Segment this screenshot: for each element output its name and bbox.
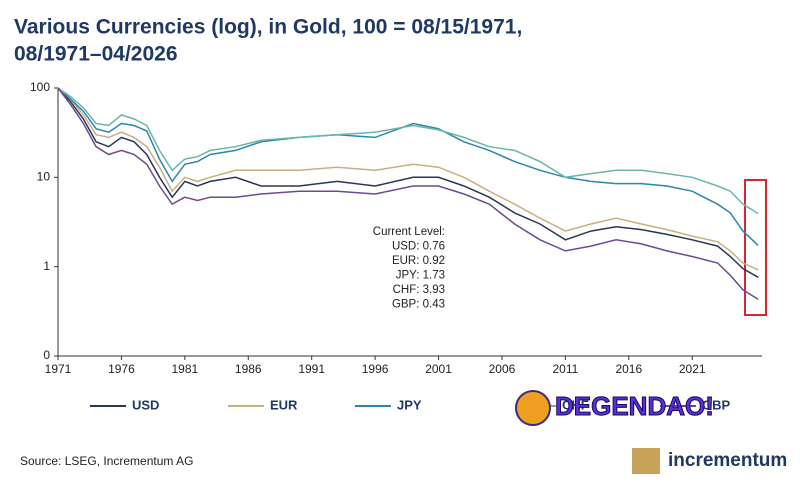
x-tick-label: 2001 — [425, 362, 452, 376]
series-line — [57, 87, 759, 215]
legend-label: EUR — [270, 397, 298, 412]
legend-label: JPY — [397, 397, 422, 412]
annotation: JPY: 1.73 — [396, 270, 445, 282]
annotation: Current Level: — [373, 226, 445, 238]
x-tick-label: 1971 — [45, 362, 72, 376]
x-tick-label: 2021 — [679, 362, 706, 376]
x-tick-label: 2016 — [615, 362, 642, 376]
y-tick-label: 10 — [37, 170, 51, 184]
annotation: CHF: 3.93 — [393, 284, 445, 296]
x-tick-label: 2006 — [489, 362, 516, 376]
x-tick-label: 1981 — [171, 362, 198, 376]
logo-text: incrementum — [668, 450, 787, 471]
y-tick-label: 1 — [43, 259, 50, 273]
source: Source: LSEG, Incrementum AG — [20, 454, 193, 468]
watermark: DEGENDAO! — [515, 390, 714, 426]
x-tick-label: 1976 — [108, 362, 135, 376]
watermark-icon — [515, 390, 551, 426]
chart-title: Various Currencies (log), in Gold, 100 =… — [14, 16, 522, 39]
x-tick-label: 1996 — [362, 362, 389, 376]
legend-item: EUR — [228, 397, 298, 412]
x-tick-label: 2011 — [552, 362, 578, 376]
logo: incrementum — [632, 448, 787, 474]
legend-item: USD — [90, 397, 159, 412]
legend-label: GBP — [702, 397, 731, 412]
annotation: USD: 0.76 — [392, 241, 445, 253]
series-line — [57, 87, 759, 301]
y-tick-label: 0 — [43, 348, 50, 362]
x-tick-label: 1986 — [235, 362, 262, 376]
legend-item: GBP — [660, 397, 731, 412]
legend-item: JPY — [355, 397, 422, 412]
watermark-text: DEGENDAO! — [555, 391, 714, 421]
logo-icon — [632, 448, 660, 474]
annotation: GBP: 0.43 — [392, 299, 445, 311]
legend-label: CHF — [562, 397, 589, 412]
highlight-box — [744, 179, 767, 316]
chart-subtitle: 08/1971–04/2026 — [14, 43, 178, 66]
series-line — [57, 87, 759, 246]
series-line — [57, 87, 759, 271]
series-line — [57, 87, 759, 278]
x-tick-label: 1991 — [298, 362, 325, 376]
annotation: EUR: 0.92 — [392, 255, 445, 267]
legend-label: USD — [132, 397, 159, 412]
y-tick-label: 100 — [30, 80, 50, 94]
